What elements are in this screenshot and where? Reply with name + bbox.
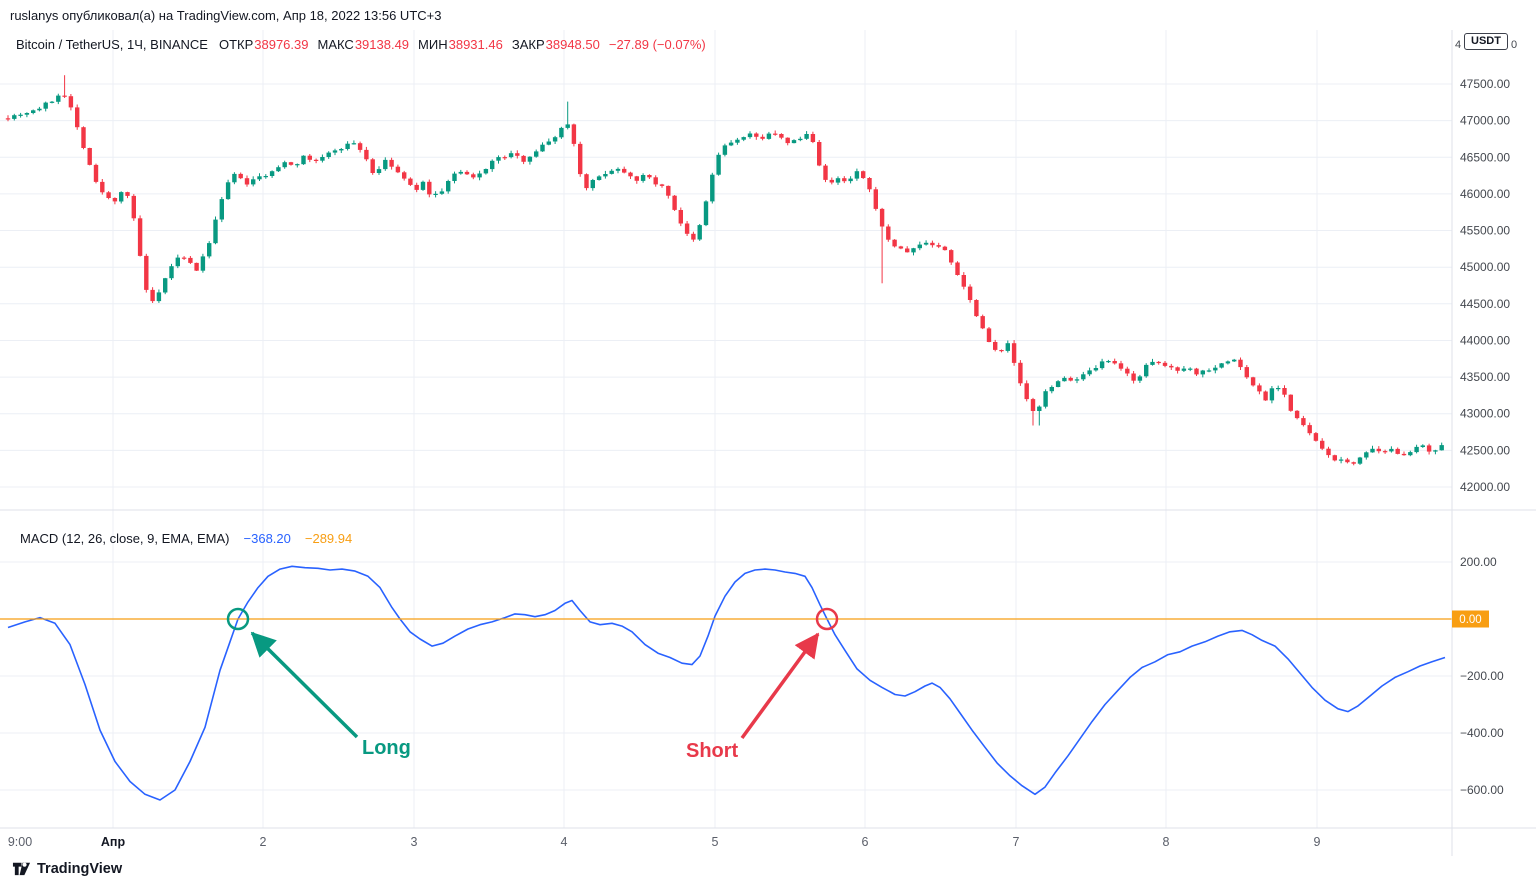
price-axis-label: 42500.00 (1460, 443, 1510, 457)
macd-title: MACD (12, 26, close, 9, EMA, EMA) (20, 531, 230, 546)
open-value: 38976.39 (254, 37, 309, 52)
price-axis[interactable]: 47500.00 47000.00 46500.00 46000.00 45500.00… (1460, 77, 1510, 494)
long-arrow[interactable] (250, 631, 359, 739)
short-label: Short (686, 740, 739, 762)
time-axis-label: 7 (1013, 835, 1020, 849)
price-axis-label: 43500.00 (1460, 370, 1510, 384)
long-crossing-circle[interactable] (226, 607, 250, 631)
macd-axis-label: −200.00 (1460, 669, 1504, 683)
price-axis-label: 45000.00 (1460, 260, 1510, 274)
macd-axis[interactable]: 200.00 0.00 −200.00 −400.00 −600.00 (1452, 555, 1504, 797)
close-value: 38948.50 (545, 37, 600, 52)
price-axis-label: 46000.00 (1460, 187, 1510, 201)
price-axis-label: 42000.00 (1460, 480, 1510, 494)
macd-value: −368.20 (243, 531, 291, 546)
time-axis-label: 5 (712, 835, 719, 849)
change-value: −27.89 (−0.07%) (608, 37, 706, 52)
time-scale-drag-area[interactable] (0, 828, 1452, 856)
price-axis-label: 47000.00 (1460, 114, 1510, 128)
symbol-title: Bitcoin / TetherUS, 1Ч, BINANCE (16, 37, 208, 52)
legend-low: МИН 38931.46 (418, 37, 503, 52)
macd-line (7, 565, 1446, 801)
price-axis-label: 46500.00 (1460, 150, 1510, 164)
attribution-text: ruslanys опубликовал(а) на TradingView.c… (10, 8, 442, 23)
zero-line-badge (1452, 610, 1489, 628)
long-annotation[interactable]: Long (226, 607, 411, 759)
axis-partial-right: 0 (1511, 39, 1518, 51)
open-label: ОТКР (218, 37, 254, 52)
macd-axis-label: −400.00 (1460, 726, 1504, 740)
short-arrow[interactable] (740, 632, 820, 740)
tradingview-footer[interactable]: TradingView (12, 859, 122, 878)
high-label: МАКС (317, 37, 354, 52)
legend-close: ЗАКР 38948.50 (512, 37, 600, 52)
candlestick-series (5, 75, 1444, 466)
time-axis-label: 9:00 (8, 835, 32, 849)
close-label: ЗАКР (511, 37, 545, 52)
price-scale-drag-area[interactable] (1452, 30, 1536, 856)
price-axis-label: 45500.00 (1460, 224, 1510, 238)
price-axis-label: 44000.00 (1460, 334, 1510, 348)
macd-pane[interactable] (0, 510, 1452, 828)
price-chart-pane[interactable] (0, 30, 1452, 510)
axis-partial-left: 4 (1455, 39, 1462, 51)
price-axis-label: 43000.00 (1460, 407, 1510, 421)
short-annotation[interactable]: Short (686, 607, 839, 762)
tradingview-brand-text: TradingView (37, 860, 123, 877)
currency-toggle-usdt[interactable]: USDT (1464, 33, 1508, 50)
high-value: 39138.49 (354, 37, 410, 52)
time-axis-label: 2 (260, 835, 267, 849)
short-crossing-circle[interactable] (815, 607, 839, 631)
time-axis-label: 3 (411, 835, 418, 849)
macd-axis-label: −600.00 (1460, 783, 1504, 797)
time-axis-label: 4 (561, 835, 568, 849)
low-value: 38931.46 (448, 37, 503, 52)
time-axis[interactable]: 9:00 Апр 2 3 4 5 6 7 8 9 (8, 835, 1321, 849)
legend-open: ОТКР 38976.39 (219, 37, 309, 52)
macd-signal-value: −289.94 (304, 531, 353, 546)
legend-high: МАКС 39138.49 (317, 37, 409, 52)
time-axis-label: 9 (1314, 835, 1321, 849)
macd-legend[interactable]: MACD (12, 26, close, 9, EMA, EMA) −368.2… (20, 531, 352, 546)
tradingview-logo-icon (12, 859, 31, 878)
time-axis-label: 8 (1163, 835, 1170, 849)
zero-line-badge-label: 0.00 (1459, 614, 1481, 626)
time-axis-label: 6 (862, 835, 869, 849)
macd-axis-label: 200.00 (1460, 555, 1497, 569)
low-label: МИН (418, 37, 448, 52)
long-label: Long (362, 737, 411, 759)
time-axis-label: Апр (101, 835, 126, 849)
symbol-legend[interactable]: Bitcoin / TetherUS, 1Ч, BINANCE ОТКР 389… (16, 37, 706, 52)
price-axis-label: 47500.00 (1460, 77, 1510, 91)
price-axis-label: 44500.00 (1460, 297, 1510, 311)
